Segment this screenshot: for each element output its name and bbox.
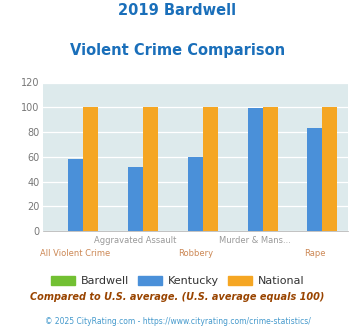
Text: © 2025 CityRating.com - https://www.cityrating.com/crime-statistics/: © 2025 CityRating.com - https://www.city… [45,317,310,326]
Text: Aggravated Assault: Aggravated Assault [94,236,176,245]
Text: 2019 Bardwell: 2019 Bardwell [119,3,236,18]
Legend: Bardwell, Kentucky, National: Bardwell, Kentucky, National [46,271,309,290]
Bar [322,107,337,231]
Bar [307,128,322,231]
Bar [203,107,218,231]
Text: Rape: Rape [304,249,326,258]
Text: Violent Crime Comparison: Violent Crime Comparison [70,43,285,58]
Bar [128,167,143,231]
Text: All Violent Crime: All Violent Crime [40,249,111,258]
Text: Robbery: Robbery [178,249,213,258]
Text: Compared to U.S. average. (U.S. average equals 100): Compared to U.S. average. (U.S. average … [30,292,325,302]
Bar [143,107,158,231]
Bar [83,107,98,231]
Bar [248,109,263,231]
Bar [263,107,278,231]
Bar [188,157,203,231]
Text: Murder & Mans...: Murder & Mans... [219,236,291,245]
Bar [68,159,83,231]
